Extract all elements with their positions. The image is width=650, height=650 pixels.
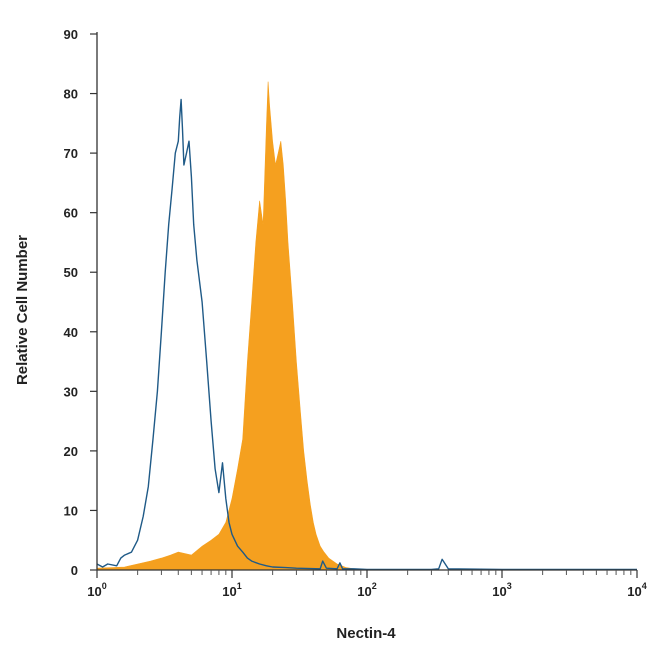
x-axis-title: Nectin-4: [336, 625, 396, 642]
y-tick-label-20: 20: [64, 444, 78, 459]
series-1-outline-histogram: [96, 98, 637, 571]
x-tick-label-3: 103: [492, 581, 511, 599]
y-tick-label-10: 10: [64, 503, 78, 518]
x-tick-label-4: 104: [627, 581, 646, 599]
x-tick-label-2: 102: [357, 581, 376, 599]
x-tick-label-0: 100: [87, 581, 106, 599]
axes-layer: 0 10 20 30 40 50 60 70 80 90 100 101 102 103 104: [64, 27, 647, 599]
series-0-filled-histogram: [96, 81, 637, 571]
y-tick-label-90: 90: [64, 27, 78, 42]
series-layer: [96, 81, 637, 571]
y-tick-label-0: 0: [71, 563, 78, 578]
y-axis-title: Relative Cell Number: [14, 235, 31, 385]
y-tick-label-40: 40: [64, 325, 78, 340]
x-tick-label-1: 101: [222, 581, 241, 599]
y-tick-label-30: 30: [64, 384, 78, 399]
y-tick-label-80: 80: [64, 87, 78, 102]
y-tick-label-70: 70: [64, 146, 78, 161]
y-tick-label-50: 50: [64, 265, 78, 280]
y-tick-label-60: 60: [64, 206, 78, 221]
